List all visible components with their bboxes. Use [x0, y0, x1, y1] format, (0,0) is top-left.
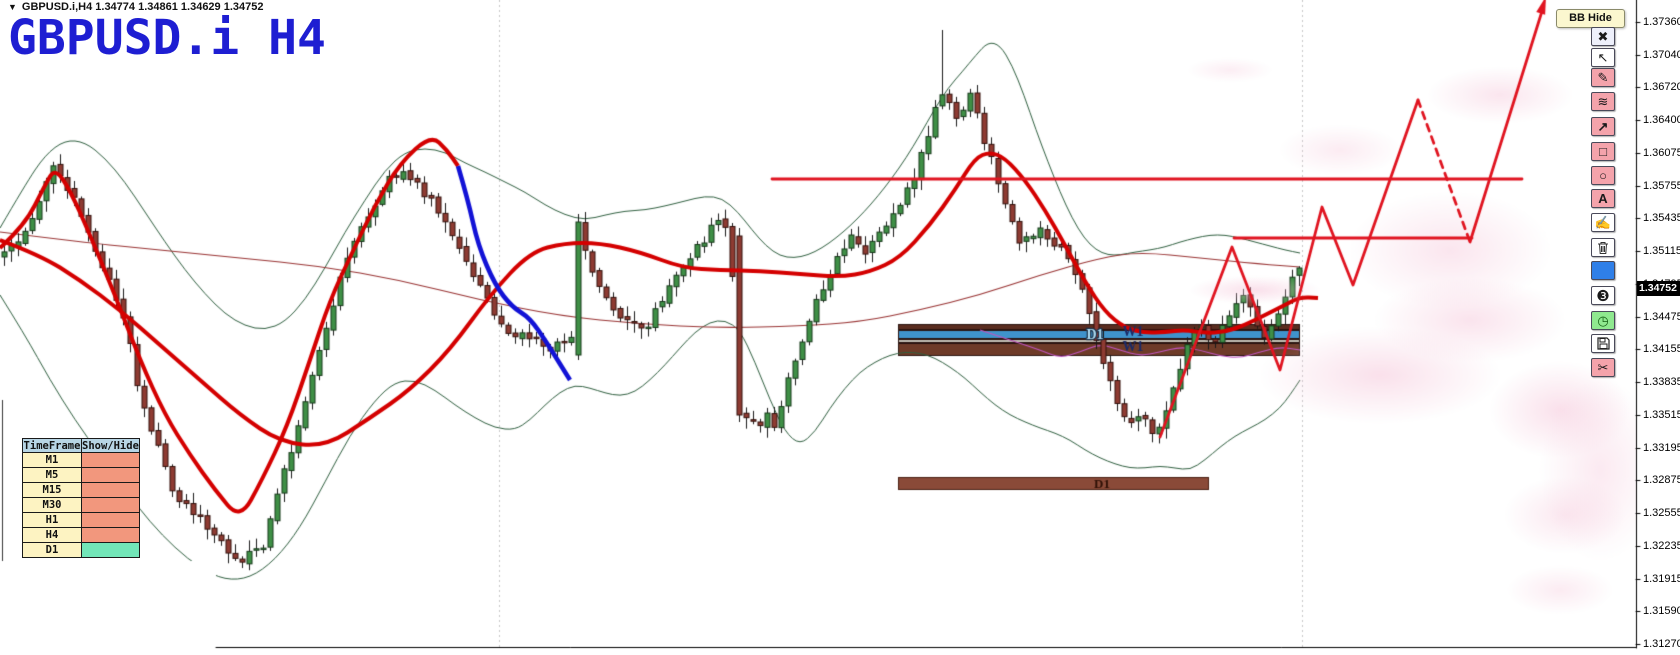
clock-button[interactable]: ◷	[1591, 311, 1615, 330]
tf-row-m1: M1	[22, 452, 140, 468]
tf-label-h1: H1	[22, 512, 82, 528]
step-3-icon: ❸	[1596, 287, 1610, 305]
hand-erase-icon: ✍	[1594, 214, 1612, 230]
tf-header-timeframe: TimeFrame	[22, 438, 82, 453]
symbol-watermark: GBPUSD.i H4	[8, 10, 326, 66]
tf-row-h1: H1	[22, 512, 140, 528]
quote-header: ▼ GBPUSD.i,H4 1.34774 1.34861 1.34629 1.3…	[8, 1, 264, 13]
price-axis-label: 1.35115	[1643, 245, 1680, 258]
price-axis-label: 1.35755	[1643, 179, 1680, 192]
tf-toggle-h4[interactable]	[81, 527, 140, 543]
tf-toggle-d1[interactable]	[81, 542, 140, 558]
trash-button[interactable]	[1591, 238, 1615, 257]
symbol-dropdown-arrow-icon[interactable]: ▼	[8, 2, 17, 12]
price-axis-label: 1.35435	[1643, 212, 1680, 225]
tf-row-m15: M15	[22, 482, 140, 498]
price-axis-label: 1.34475	[1643, 310, 1680, 323]
ellipse-button[interactable]: ○	[1591, 166, 1615, 185]
price-axis-label: 1.31590	[1643, 605, 1680, 618]
close-button[interactable]: ✖	[1591, 27, 1615, 46]
tf-toggle-h1[interactable]	[81, 512, 140, 528]
price-axis-label: 1.32235	[1643, 539, 1680, 552]
tf-label-m30: M30	[22, 497, 82, 513]
tf-label-m5: M5	[22, 467, 82, 483]
price-axis-label: 1.37360	[1643, 16, 1680, 28]
rectangle-icon: □	[1599, 144, 1607, 159]
color-swatch-button[interactable]	[1591, 261, 1615, 280]
price-axis-label: 1.32875	[1643, 474, 1680, 487]
timeframe-panel: TimeFrame Show/Hide M1 M5 M15 M30 H1 H4 D1	[22, 438, 140, 561]
text-icon: A	[1598, 191, 1608, 206]
price-axis-label: 1.36400	[1643, 114, 1680, 127]
pencil-button[interactable]: ✎	[1591, 68, 1615, 87]
waves-button[interactable]: ≋	[1591, 92, 1615, 111]
tf-toggle-m5[interactable]	[81, 467, 140, 483]
tf-row-h4: H4	[22, 527, 140, 543]
tf-toggle-m15[interactable]	[81, 482, 140, 498]
price-axis-label: 1.34155	[1643, 343, 1680, 356]
hand-erase-button[interactable]: ✍	[1591, 213, 1615, 232]
price-axis-label: 1.36075	[1643, 146, 1680, 159]
save-button[interactable]	[1591, 334, 1615, 353]
price-axis-label: 1.33515	[1643, 408, 1680, 421]
price-axis-label: 1.32555	[1643, 507, 1680, 520]
tf-toggle-m30[interactable]	[81, 497, 140, 513]
cursor-button[interactable]: ↖	[1591, 48, 1615, 67]
scissors-button[interactable]: ✂	[1591, 358, 1615, 377]
current-price-tag: 1.34752	[1637, 281, 1680, 296]
tf-row-m30: M30	[22, 497, 140, 513]
tf-label-m1: M1	[22, 452, 82, 468]
waves-icon: ≋	[1597, 93, 1609, 109]
tf-label-h4: H4	[22, 527, 82, 543]
tf-toggle-m1[interactable]	[81, 452, 140, 468]
price-axis-label: 1.31270	[1643, 638, 1680, 651]
cursor-icon: ↖	[1597, 49, 1609, 65]
rectangle-button[interactable]: □	[1591, 142, 1615, 161]
text-button[interactable]: A	[1591, 189, 1615, 208]
bb-hide-button[interactable]: BB Hide	[1556, 9, 1625, 28]
price-axis-label: 1.36720	[1643, 81, 1680, 94]
pencil-icon: ✎	[1597, 69, 1609, 85]
clock-icon: ◷	[1597, 312, 1609, 328]
price-axis-label: 1.31915	[1643, 572, 1680, 585]
timeframe-table: TimeFrame Show/Hide M1 M5 M15 M30 H1 H4 D1	[22, 438, 140, 558]
price-axis-label: 1.37040	[1643, 48, 1680, 61]
ellipse-icon: ○	[1599, 168, 1607, 183]
scissors-icon: ✂	[1597, 359, 1609, 375]
tf-header-showhide: Show/Hide	[81, 438, 140, 453]
step-3-button[interactable]: ❸	[1591, 286, 1615, 305]
quote-text: GBPUSD.i,H4 1.34774 1.34861 1.34629 1.34…	[21, 1, 264, 13]
price-axis-label: 1.33835	[1643, 376, 1680, 389]
tf-row-d1: D1	[22, 542, 140, 558]
price-axis-label: 1.33195	[1643, 441, 1680, 454]
tf-label-m15: M15	[22, 482, 82, 498]
tf-row-m5: M5	[22, 467, 140, 483]
trend-arrow-icon: ↗	[1597, 118, 1609, 134]
trend-arrow-button[interactable]: ↗	[1591, 117, 1615, 136]
tf-label-d1: D1	[22, 542, 82, 558]
close-icon: ✖	[1597, 28, 1609, 44]
